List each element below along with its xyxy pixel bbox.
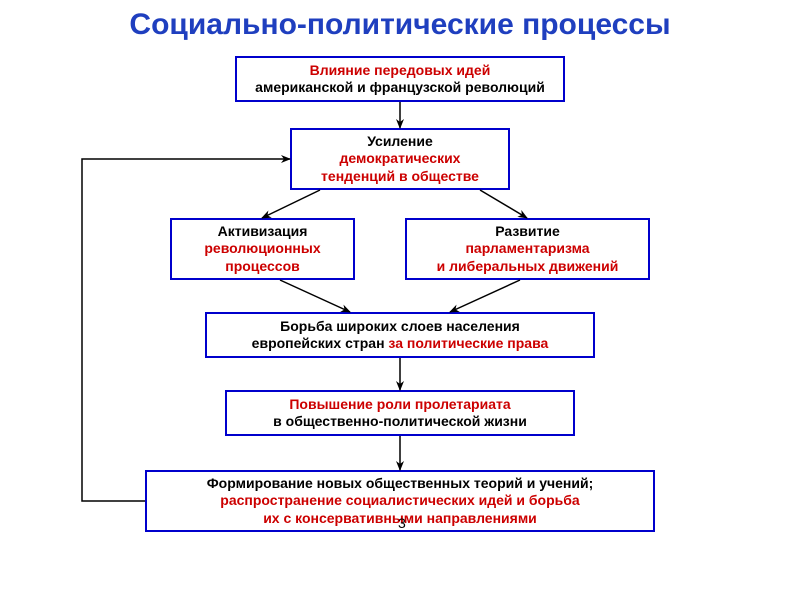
arrow — [450, 280, 520, 312]
arrow — [280, 280, 350, 312]
page-number: 3 — [398, 515, 406, 531]
box-line: демократических — [340, 150, 461, 168]
box-line: Борьба широких слоев населения — [280, 318, 520, 336]
box-proletariat: Повышение роли пролетариатав общественно… — [225, 390, 575, 436]
box-parliamentarism: Развитиепарламентаризмаи либеральных дви… — [405, 218, 650, 280]
box-line: парламентаризма — [465, 240, 589, 258]
box-line: и либеральных движений — [437, 258, 619, 276]
title-text: Социально-политические процессы — [129, 8, 670, 41]
arrow — [262, 190, 320, 218]
box-line: Усиление — [367, 133, 433, 151]
arrow — [480, 190, 527, 218]
box-line: Развитие — [495, 223, 560, 241]
box-influence: Влияние передовых идейамериканской и фра… — [235, 56, 565, 102]
box-line: распространение социалистических идей и … — [220, 492, 579, 510]
box-line: революционных — [204, 240, 320, 258]
box-line: тенденций в обществе — [321, 168, 479, 186]
box-line: европейских стран за политические права — [252, 335, 549, 353]
box-line: процессов — [225, 258, 300, 276]
box-revolutionary: Активизацияреволюционныхпроцессов — [170, 218, 355, 280]
page-title: Социально-политические процессы — [0, 0, 800, 48]
box-line: Формирование новых общественных теорий и… — [207, 475, 594, 493]
box-line: американской и французской революций — [255, 79, 545, 97]
box-strengthening: Усилениедемократическихтенденций в общес… — [290, 128, 510, 190]
box-line: Влияние передовых идей — [310, 62, 491, 80]
box-struggle: Борьба широких слоев населенияевропейски… — [205, 312, 595, 358]
box-line: в общественно-политической жизни — [273, 413, 527, 431]
box-line: Повышение роли пролетариата — [289, 396, 510, 414]
box-line: Активизация — [218, 223, 308, 241]
